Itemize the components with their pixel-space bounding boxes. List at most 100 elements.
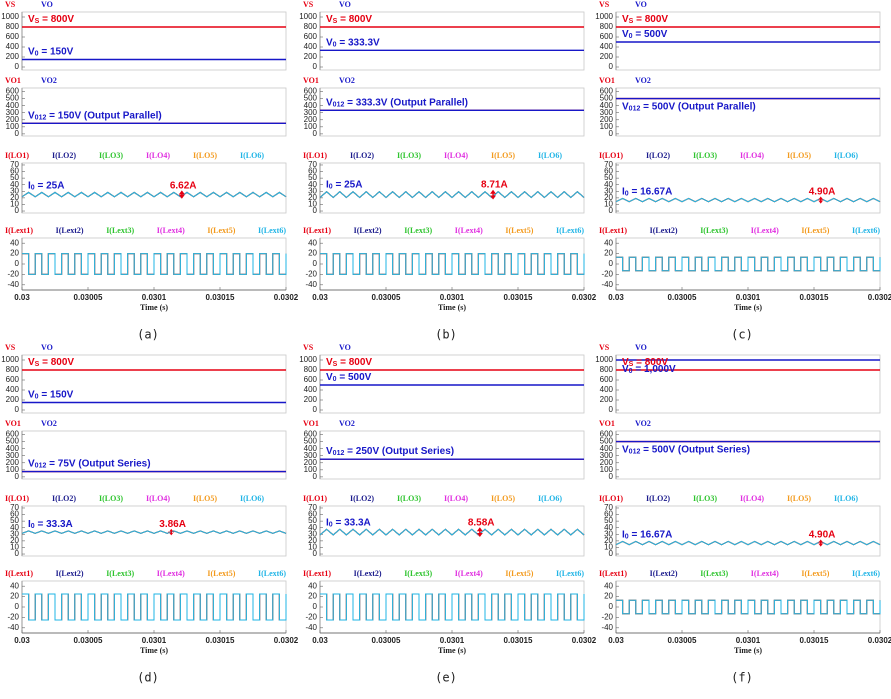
- y-tick-label: 600: [600, 430, 614, 439]
- y-tick-label: 600: [6, 375, 20, 384]
- annotation-part: = 500V: [633, 29, 668, 40]
- annotation-part: S: [629, 18, 634, 25]
- annotation-part: = 800V: [39, 14, 74, 25]
- legend-entry: I(LO2): [646, 494, 670, 503]
- y-tick-label: 0: [609, 259, 614, 268]
- legend-entry: I(Lext5): [801, 226, 829, 235]
- y-tick-label: 30: [308, 529, 317, 538]
- annotation-part: = 16.67A: [629, 529, 673, 540]
- x-tick-label: 0.0302: [868, 636, 891, 645]
- legend-entry: I(Lext6): [852, 569, 880, 578]
- annotation-part: = 800V: [337, 357, 372, 368]
- y-tick-label: 0: [313, 472, 318, 481]
- annotation-part: 0: [329, 184, 333, 191]
- legend-entry: I(Lext1): [303, 569, 331, 578]
- legend-entry: I(Lext1): [5, 226, 33, 235]
- y-tick-label: 40: [10, 581, 19, 590]
- legend-entry: VO: [41, 0, 53, 9]
- annotation-part: V: [28, 46, 35, 57]
- legend-entry: VO2: [339, 419, 355, 428]
- series-line: [21, 191, 287, 198]
- annotation-part: V: [622, 357, 629, 368]
- y-tick-label: 70: [604, 503, 613, 512]
- y-tick-label: 30: [10, 186, 19, 195]
- annotation-part: I: [622, 186, 625, 197]
- legend-entry: I(LO3): [397, 151, 421, 160]
- annotation: V012 = 75V (Output Series): [28, 458, 151, 469]
- y-tick-label: 1000: [595, 355, 613, 364]
- y-tick-label: 0: [313, 129, 318, 138]
- legend-entry: VO1: [303, 76, 319, 85]
- y-tick-label: 0: [313, 602, 318, 611]
- legend-entry: VO1: [303, 419, 319, 428]
- x-tick-label: 0.0302: [572, 293, 597, 302]
- y-tick-label: 0: [609, 549, 614, 558]
- annotation-part: V: [28, 458, 35, 469]
- annotation-part: I: [28, 518, 31, 529]
- y-tick-label: 60: [604, 510, 613, 519]
- legend-entry: I(Lext5): [207, 226, 235, 235]
- legend-entry: VO: [41, 343, 53, 352]
- legend-entry: I(Lext4): [455, 226, 483, 235]
- legend-entry: I(LO2): [52, 151, 76, 160]
- y-tick-label: 600: [6, 87, 20, 96]
- y-tick-label: 400: [6, 42, 20, 51]
- y-tick-label: 600: [304, 87, 318, 96]
- y-tick-label: 1000: [595, 12, 613, 21]
- annotation-part: S: [35, 361, 40, 368]
- y-tick-label: -40: [7, 280, 19, 289]
- legend-entry: I(LO2): [646, 151, 670, 160]
- annotation: I0 = 25A: [326, 179, 362, 190]
- legend-entry: I(LO5): [787, 151, 811, 160]
- annotation-part: V: [622, 14, 629, 25]
- y-tick-label: 800: [6, 365, 20, 374]
- y-tick-label: 800: [600, 365, 614, 374]
- annotation: V012 = 150V (Output Parallel): [28, 110, 162, 121]
- y-tick-label: 0: [609, 602, 614, 611]
- annotation-part: 012: [35, 462, 47, 469]
- legend-entry: I(Lext2): [354, 569, 382, 578]
- legend-entry: I(LO5): [193, 494, 217, 503]
- x-tick-label: 0.03: [608, 293, 624, 302]
- annotation-part: V: [622, 29, 629, 40]
- x-tick-label: 0.03015: [206, 636, 235, 645]
- y-tick-label: 20: [308, 592, 317, 601]
- y-tick-label: 20: [308, 536, 317, 545]
- annotation-part: = 1,000V: [633, 364, 676, 375]
- annotation: VS = 800V: [622, 357, 668, 368]
- y-tick-label: 400: [600, 42, 614, 51]
- x-axis-label: Time (s): [438, 646, 466, 655]
- y-tick-label: 40: [10, 238, 19, 247]
- legend-entry: I(LO1): [5, 151, 29, 160]
- ripple-arrow-head: [817, 196, 824, 204]
- x-tick-label: 0.0302: [572, 636, 597, 645]
- legend-entry: I(LO3): [397, 494, 421, 503]
- annotation-part: 012: [629, 448, 641, 455]
- annotation: V0 = 150V: [28, 46, 74, 57]
- legend-entry: I(Lext5): [505, 226, 533, 235]
- series-line: [319, 528, 585, 536]
- x-tick-label: 0.03005: [372, 636, 401, 645]
- y-tick-label: -40: [601, 280, 613, 289]
- legend-entry: I(Lext5): [505, 569, 533, 578]
- y-tick-label: 600: [304, 32, 318, 41]
- series-line: [319, 528, 585, 536]
- annotation-part: 0: [31, 184, 35, 191]
- y-tick-label: 0: [15, 206, 20, 215]
- legend-entry: VS: [303, 0, 314, 9]
- y-tick-label: 70: [10, 160, 19, 169]
- legend-entry: I(LO6): [240, 494, 264, 503]
- series-line: [319, 528, 585, 536]
- series-line: [22, 593, 287, 621]
- ripple-arrow-head: [817, 539, 824, 547]
- series-line: [616, 599, 881, 615]
- series-line: [319, 191, 585, 199]
- y-tick-label: 50: [10, 516, 19, 525]
- y-tick-label: 800: [304, 22, 318, 31]
- y-tick-label: -20: [601, 613, 613, 622]
- y-tick-label: 20: [308, 193, 317, 202]
- annotation-part: 4.90A: [809, 186, 836, 197]
- y-tick-label: 0: [15, 549, 20, 558]
- y-tick-label: 200: [6, 52, 20, 61]
